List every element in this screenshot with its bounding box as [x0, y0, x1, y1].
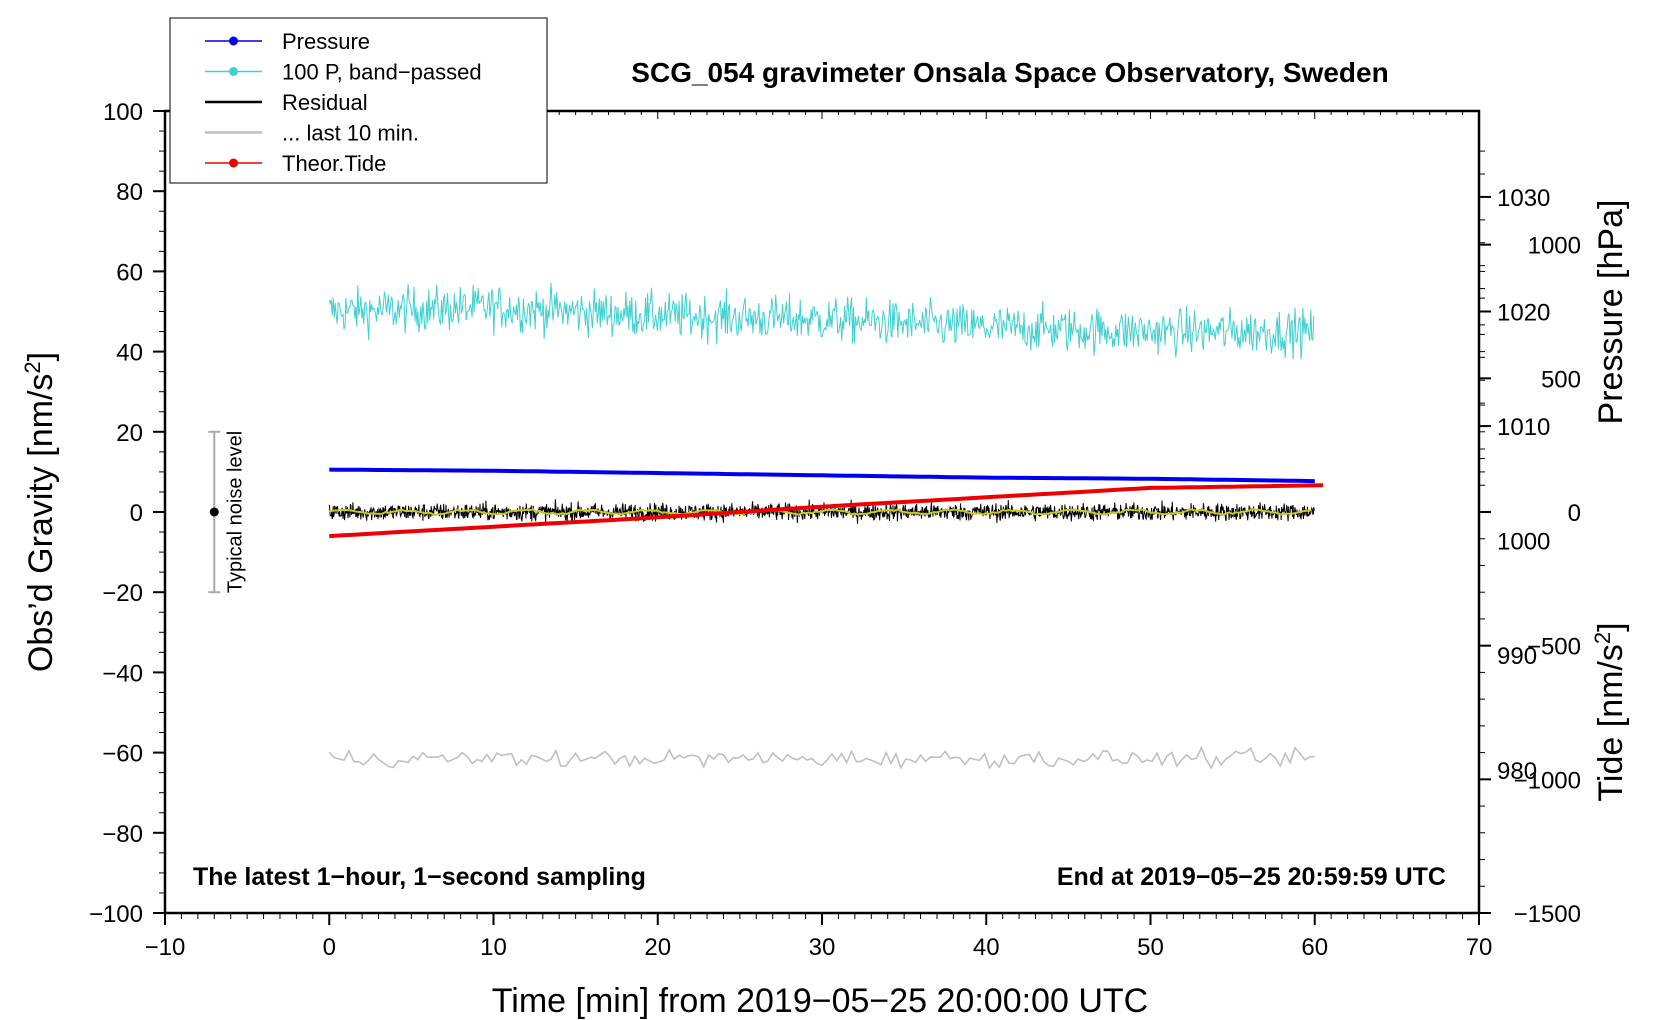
y-tick-label: 60 [116, 259, 143, 286]
legend-marker [229, 67, 238, 76]
tide-axis-title-tail: ] [1592, 622, 1630, 631]
y-axis-title-sup: 2 [20, 361, 45, 373]
noise-level-label: Typical noise level [224, 431, 246, 593]
x-tick-label: 40 [973, 934, 1000, 961]
annotation-end-time: End at 2019−05−25 20:59:59 UTC [1057, 863, 1446, 891]
series-band-passed [328, 282, 1315, 360]
y-tick-label: −40 [102, 660, 143, 687]
pressure-tick-label: 1020 [1497, 300, 1550, 327]
legend-label: Residual [282, 90, 368, 115]
y-tick-label: −20 [102, 580, 143, 607]
tide-tick-label: −1000 [1514, 767, 1581, 794]
y-tick-label: −100 [89, 901, 143, 928]
legend-label: ... last 10 min. [282, 121, 419, 146]
legend-marker [229, 36, 238, 46]
tide-axis-title: Tide [nm/s2] [1590, 622, 1631, 801]
y-tick-label: −60 [102, 741, 143, 768]
pressure-tick-label: 1010 [1497, 414, 1550, 441]
series-last-10-min [328, 745, 1315, 770]
x-tick-label: 20 [644, 934, 671, 961]
legend-box [169, 17, 548, 184]
y-tick-label: 40 [116, 340, 143, 367]
pressure-axis-title: Pressure [hPa] [1592, 200, 1630, 425]
legend-label: Pressure [282, 29, 370, 54]
y-tick-label: 0 [130, 500, 143, 527]
pressure-tick-label: 1030 [1497, 185, 1550, 212]
tide-axis-title-sup: 2 [1590, 632, 1615, 644]
chart-title: SCG_054 gravimeter Onsala Space Observat… [631, 57, 1388, 88]
series-pressure [329, 467, 1315, 484]
x-tick-label: −10 [145, 934, 186, 961]
y-axis-title-tail: ] [22, 352, 60, 361]
y-tick-label: −80 [102, 821, 143, 848]
y-axis-title: Obs’d Gravity [nm/s2] [20, 352, 61, 672]
tide-axis-title-main: Tide [nm/s [1592, 644, 1630, 801]
y-tick-label: 80 [116, 179, 143, 206]
tide-tick-label: −500 [1527, 634, 1581, 661]
series-theor-tide [329, 483, 1324, 539]
tide-tick-label: 1000 [1528, 233, 1581, 260]
x-axis-title: Time [min] from 2019−05−25 20:00:00 UTC [492, 982, 1148, 1020]
x-tick-label: 60 [1301, 934, 1328, 961]
legend-label: 100 P, band−passed [282, 60, 482, 85]
pressure-tick-label: 980 [1497, 758, 1537, 785]
x-tick-label: 30 [809, 934, 836, 961]
noise-level-center-dot [209, 507, 219, 517]
tide-tick-label: 500 [1541, 366, 1581, 393]
tide-tick-label: 0 [1568, 500, 1581, 527]
legend: Pressure 100 P, band−passed Residual ... la… [169, 17, 548, 184]
ticks-layer [153, 110, 1491, 925]
series-residual [328, 499, 1315, 524]
x-tick-label: 0 [323, 934, 336, 961]
y-axis-title-main: Obs’d Gravity [nm/s [22, 374, 60, 673]
legend-marker [229, 158, 238, 168]
series-smoothed-residual [329, 508, 1312, 517]
x-tick-label: 70 [1466, 934, 1493, 961]
y-tick-label: 20 [116, 420, 143, 447]
pressure-tick-label: 990 [1497, 643, 1537, 670]
pressure-tick-label: 1000 [1497, 529, 1550, 556]
tick-labels-layer: −10 0 10 20 30 40 50 60 70100806040200−20−40−60−… [89, 99, 1581, 961]
legend-label: Theor.Tide [282, 151, 386, 176]
noise-level-indicator: Typical noise level [208, 430, 246, 594]
annotation-sampling: The latest 1−hour, 1−second sampling [193, 863, 646, 891]
series-layer [328, 282, 1324, 770]
y-tick-label: 100 [103, 99, 143, 126]
x-tick-label: 10 [480, 934, 507, 961]
x-tick-label: 50 [1137, 934, 1164, 961]
tide-tick-label: −1500 [1514, 901, 1581, 928]
